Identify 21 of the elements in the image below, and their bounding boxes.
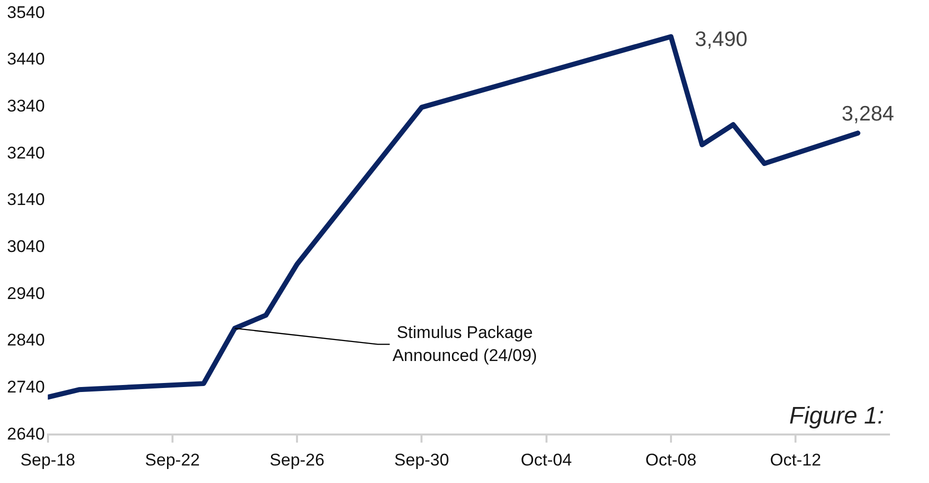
y-tick-label: 3440 [6, 50, 45, 69]
y-tick-label: 2640 [6, 424, 45, 444]
y-tick-label: 3240 [6, 143, 45, 162]
annotation: 3,490 [694, 28, 748, 51]
annotation: Stimulus Package Announced (24/09) [392, 323, 538, 365]
x-tick-label: Sep-22 [145, 450, 200, 470]
annotation: Figure 1: [789, 402, 884, 430]
y-tick-label: 3140 [6, 190, 45, 210]
x-tick-label: Oct-08 [645, 450, 696, 470]
y-tick-label: 2940 [6, 284, 45, 303]
y-tick-label: 3340 [6, 96, 45, 116]
annotation: 3,284 [842, 102, 894, 126]
x-tick-label: Oct-12 [770, 450, 822, 470]
y-tick-label: 2840 [6, 330, 45, 350]
y-tick-label: 3540 [6, 2, 45, 22]
x-tick-label: Sep-26 [270, 450, 324, 470]
x-tick-label: Sep-30 [394, 450, 450, 470]
x-tick-label: Oct-04 [520, 450, 572, 470]
x-tick-label: Sep-18 [20, 450, 76, 470]
y-tick-label: 2740 [6, 377, 45, 396]
y-tick-label: 3040 [6, 237, 45, 256]
